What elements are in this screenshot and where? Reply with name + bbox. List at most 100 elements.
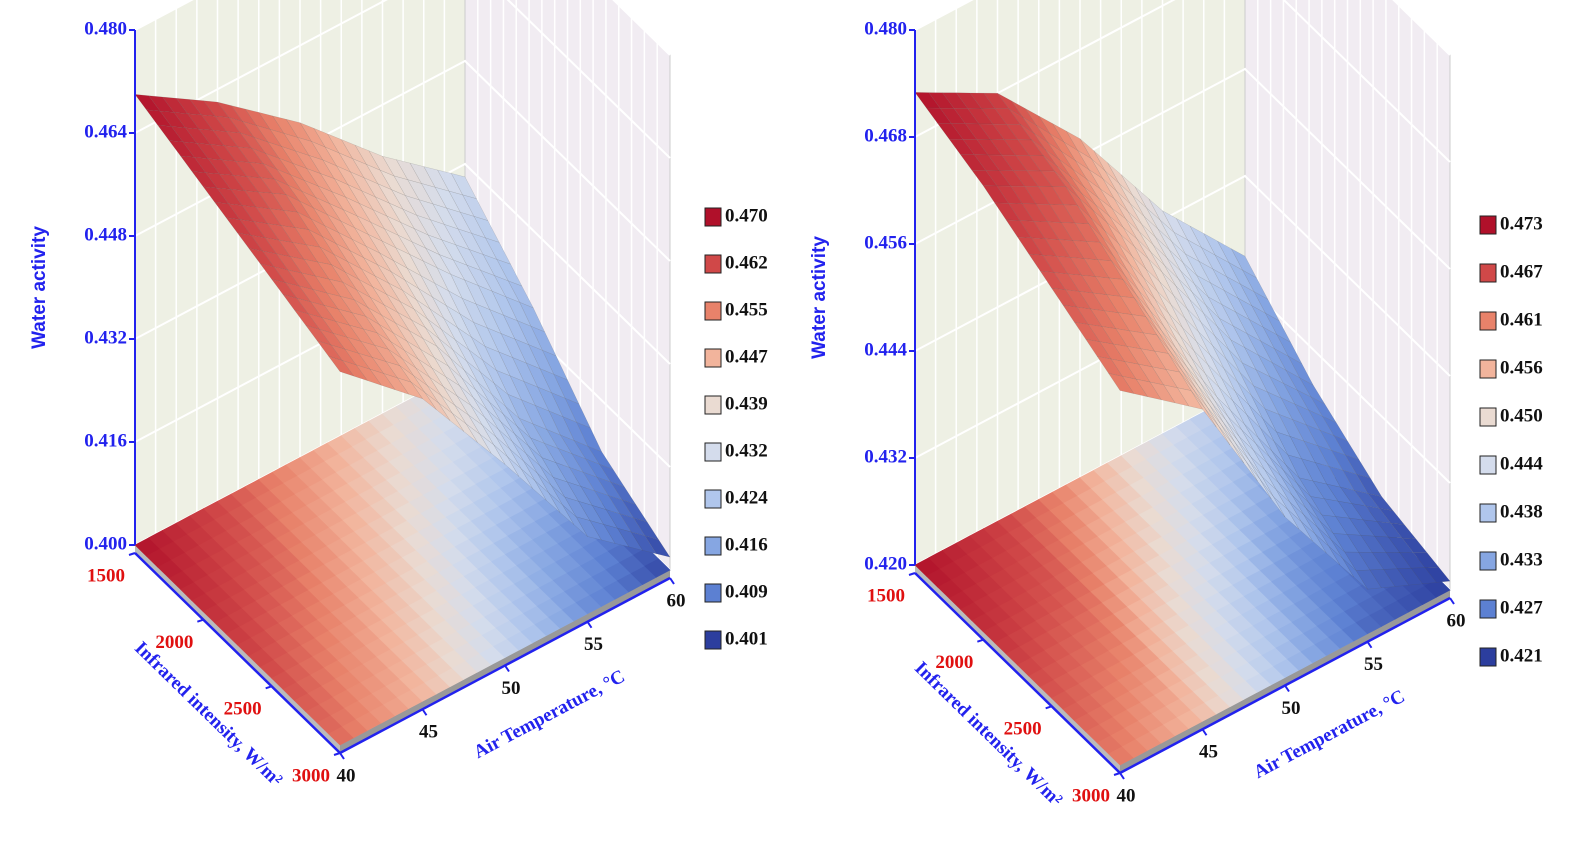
surface-patch <box>1108 373 1135 394</box>
x-tick-label: 50 <box>502 678 521 699</box>
legend-swatch <box>1479 407 1497 427</box>
legend-swatch <box>704 583 722 603</box>
y-tick-label: 3000 <box>292 765 330 786</box>
legend-label: 0.473 <box>1500 213 1543 234</box>
z-tick-label: 0.420 <box>864 553 907 574</box>
z-tick-label: 0.432 <box>864 446 907 467</box>
legend-label: 0.447 <box>725 346 768 367</box>
surface-patch <box>328 355 355 377</box>
z-tick-label: 0.432 <box>84 327 127 348</box>
x-tick <box>1366 641 1373 649</box>
legend-label: 0.467 <box>1500 261 1543 282</box>
z-tick-label: 0.444 <box>864 339 907 360</box>
legend-label: 0.456 <box>1500 357 1543 378</box>
x-tick <box>504 664 510 673</box>
legend-label: 0.450 <box>1500 405 1543 426</box>
z-tick-label: 0.416 <box>84 430 127 451</box>
legend-label: 0.401 <box>725 628 768 649</box>
legend-swatch <box>704 301 722 321</box>
legend-label: 0.432 <box>725 440 768 461</box>
y-axis <box>134 552 341 754</box>
legend-swatch <box>704 348 722 368</box>
legend-label: 0.444 <box>1500 453 1543 474</box>
legend-swatch <box>1479 215 1497 235</box>
legend-label: 0.416 <box>725 534 768 555</box>
legend-swatch <box>1479 455 1497 475</box>
z-tick-label: 0.448 <box>84 224 127 245</box>
legend-label: 0.421 <box>1500 645 1543 666</box>
floor-contour <box>644 558 671 578</box>
x-tick <box>339 752 345 760</box>
legend-swatch <box>1479 263 1497 283</box>
legend-swatch <box>1479 551 1497 571</box>
x-axis-title: Air Temperature, °C <box>470 666 628 763</box>
surface-chart: 0.420 0.432 0.444 0.456 0.468 0.480 Water acti… <box>809 0 1543 811</box>
legend-swatch <box>704 630 722 650</box>
y-axis <box>914 572 1121 774</box>
y-tick <box>908 572 916 576</box>
legend-label: 0.470 <box>725 205 768 226</box>
z-tick-label: 0.468 <box>864 125 907 146</box>
legend-swatch <box>704 536 722 556</box>
legend-label: 0.409 <box>725 581 768 602</box>
legend-label: 0.455 <box>725 299 768 320</box>
legend-swatch <box>1479 647 1497 667</box>
surface-chart: 0.400 0.416 0.432 0.448 0.464 0.480 Water acti… <box>29 0 768 791</box>
legend-label: 0.462 <box>725 252 768 273</box>
legend-swatch <box>704 395 722 415</box>
legend-swatch <box>1479 311 1497 331</box>
z-tick-label: 0.464 <box>84 121 127 142</box>
y-tick <box>977 638 984 643</box>
y-tick <box>128 552 136 556</box>
floor-edge <box>915 565 1120 773</box>
x-tick-label: 40 <box>1117 785 1136 806</box>
floor-edge <box>1120 590 1450 773</box>
legend-swatch <box>1479 599 1497 619</box>
x-tick <box>1201 728 1208 736</box>
x-tick-label: 60 <box>667 590 686 611</box>
x-tick-label: 55 <box>1364 654 1383 675</box>
y-tick-label: 2000 <box>155 632 193 653</box>
floor-edge <box>135 545 340 753</box>
x-tick <box>1449 597 1455 605</box>
grid-line <box>134 0 671 159</box>
z-tick-label: 0.400 <box>84 533 127 554</box>
legend-swatch <box>1479 503 1497 523</box>
z-axis-title: Water activity <box>29 226 50 349</box>
x-axis-title: Air Temperature, °C <box>1250 686 1408 783</box>
grid-line <box>914 174 1451 377</box>
x-tick-label: 45 <box>419 722 438 743</box>
y-tick <box>1045 705 1052 710</box>
grid-line <box>134 162 671 365</box>
y-tick-label: 2500 <box>224 699 262 720</box>
legend-label: 0.427 <box>1500 597 1543 618</box>
z-axis-title: Water activity <box>809 236 830 359</box>
x-tick <box>586 621 593 629</box>
x-tick <box>421 708 428 716</box>
x-tick-label: 50 <box>1282 698 1301 719</box>
y-tick-label: 2500 <box>1004 719 1042 740</box>
z-tick-label: 0.456 <box>864 232 907 253</box>
y-tick-label: 1500 <box>867 585 905 606</box>
legend-swatch <box>1479 359 1497 379</box>
x-tick-label: 55 <box>584 634 603 655</box>
y-tick <box>265 685 272 690</box>
floor-edge <box>340 570 670 753</box>
legend-swatch <box>704 489 722 509</box>
y-tick <box>1113 772 1121 776</box>
legend-label: 0.438 <box>1500 501 1543 522</box>
y-tick-label: 3000 <box>1072 785 1110 806</box>
legend-label: 0.439 <box>725 393 768 414</box>
z-tick-label: 0.480 <box>84 18 127 39</box>
x-tick <box>669 577 675 585</box>
legend-swatch <box>704 254 722 274</box>
x-tick-label: 45 <box>1199 742 1218 763</box>
x-tick <box>1284 684 1290 693</box>
legend-label: 0.461 <box>1500 309 1543 330</box>
legend-swatch <box>704 442 722 462</box>
x-tick-label: 60 <box>1447 610 1466 631</box>
legend-label: 0.433 <box>1500 549 1543 570</box>
x-tick-label: 40 <box>337 765 356 786</box>
y-tick <box>197 618 204 623</box>
